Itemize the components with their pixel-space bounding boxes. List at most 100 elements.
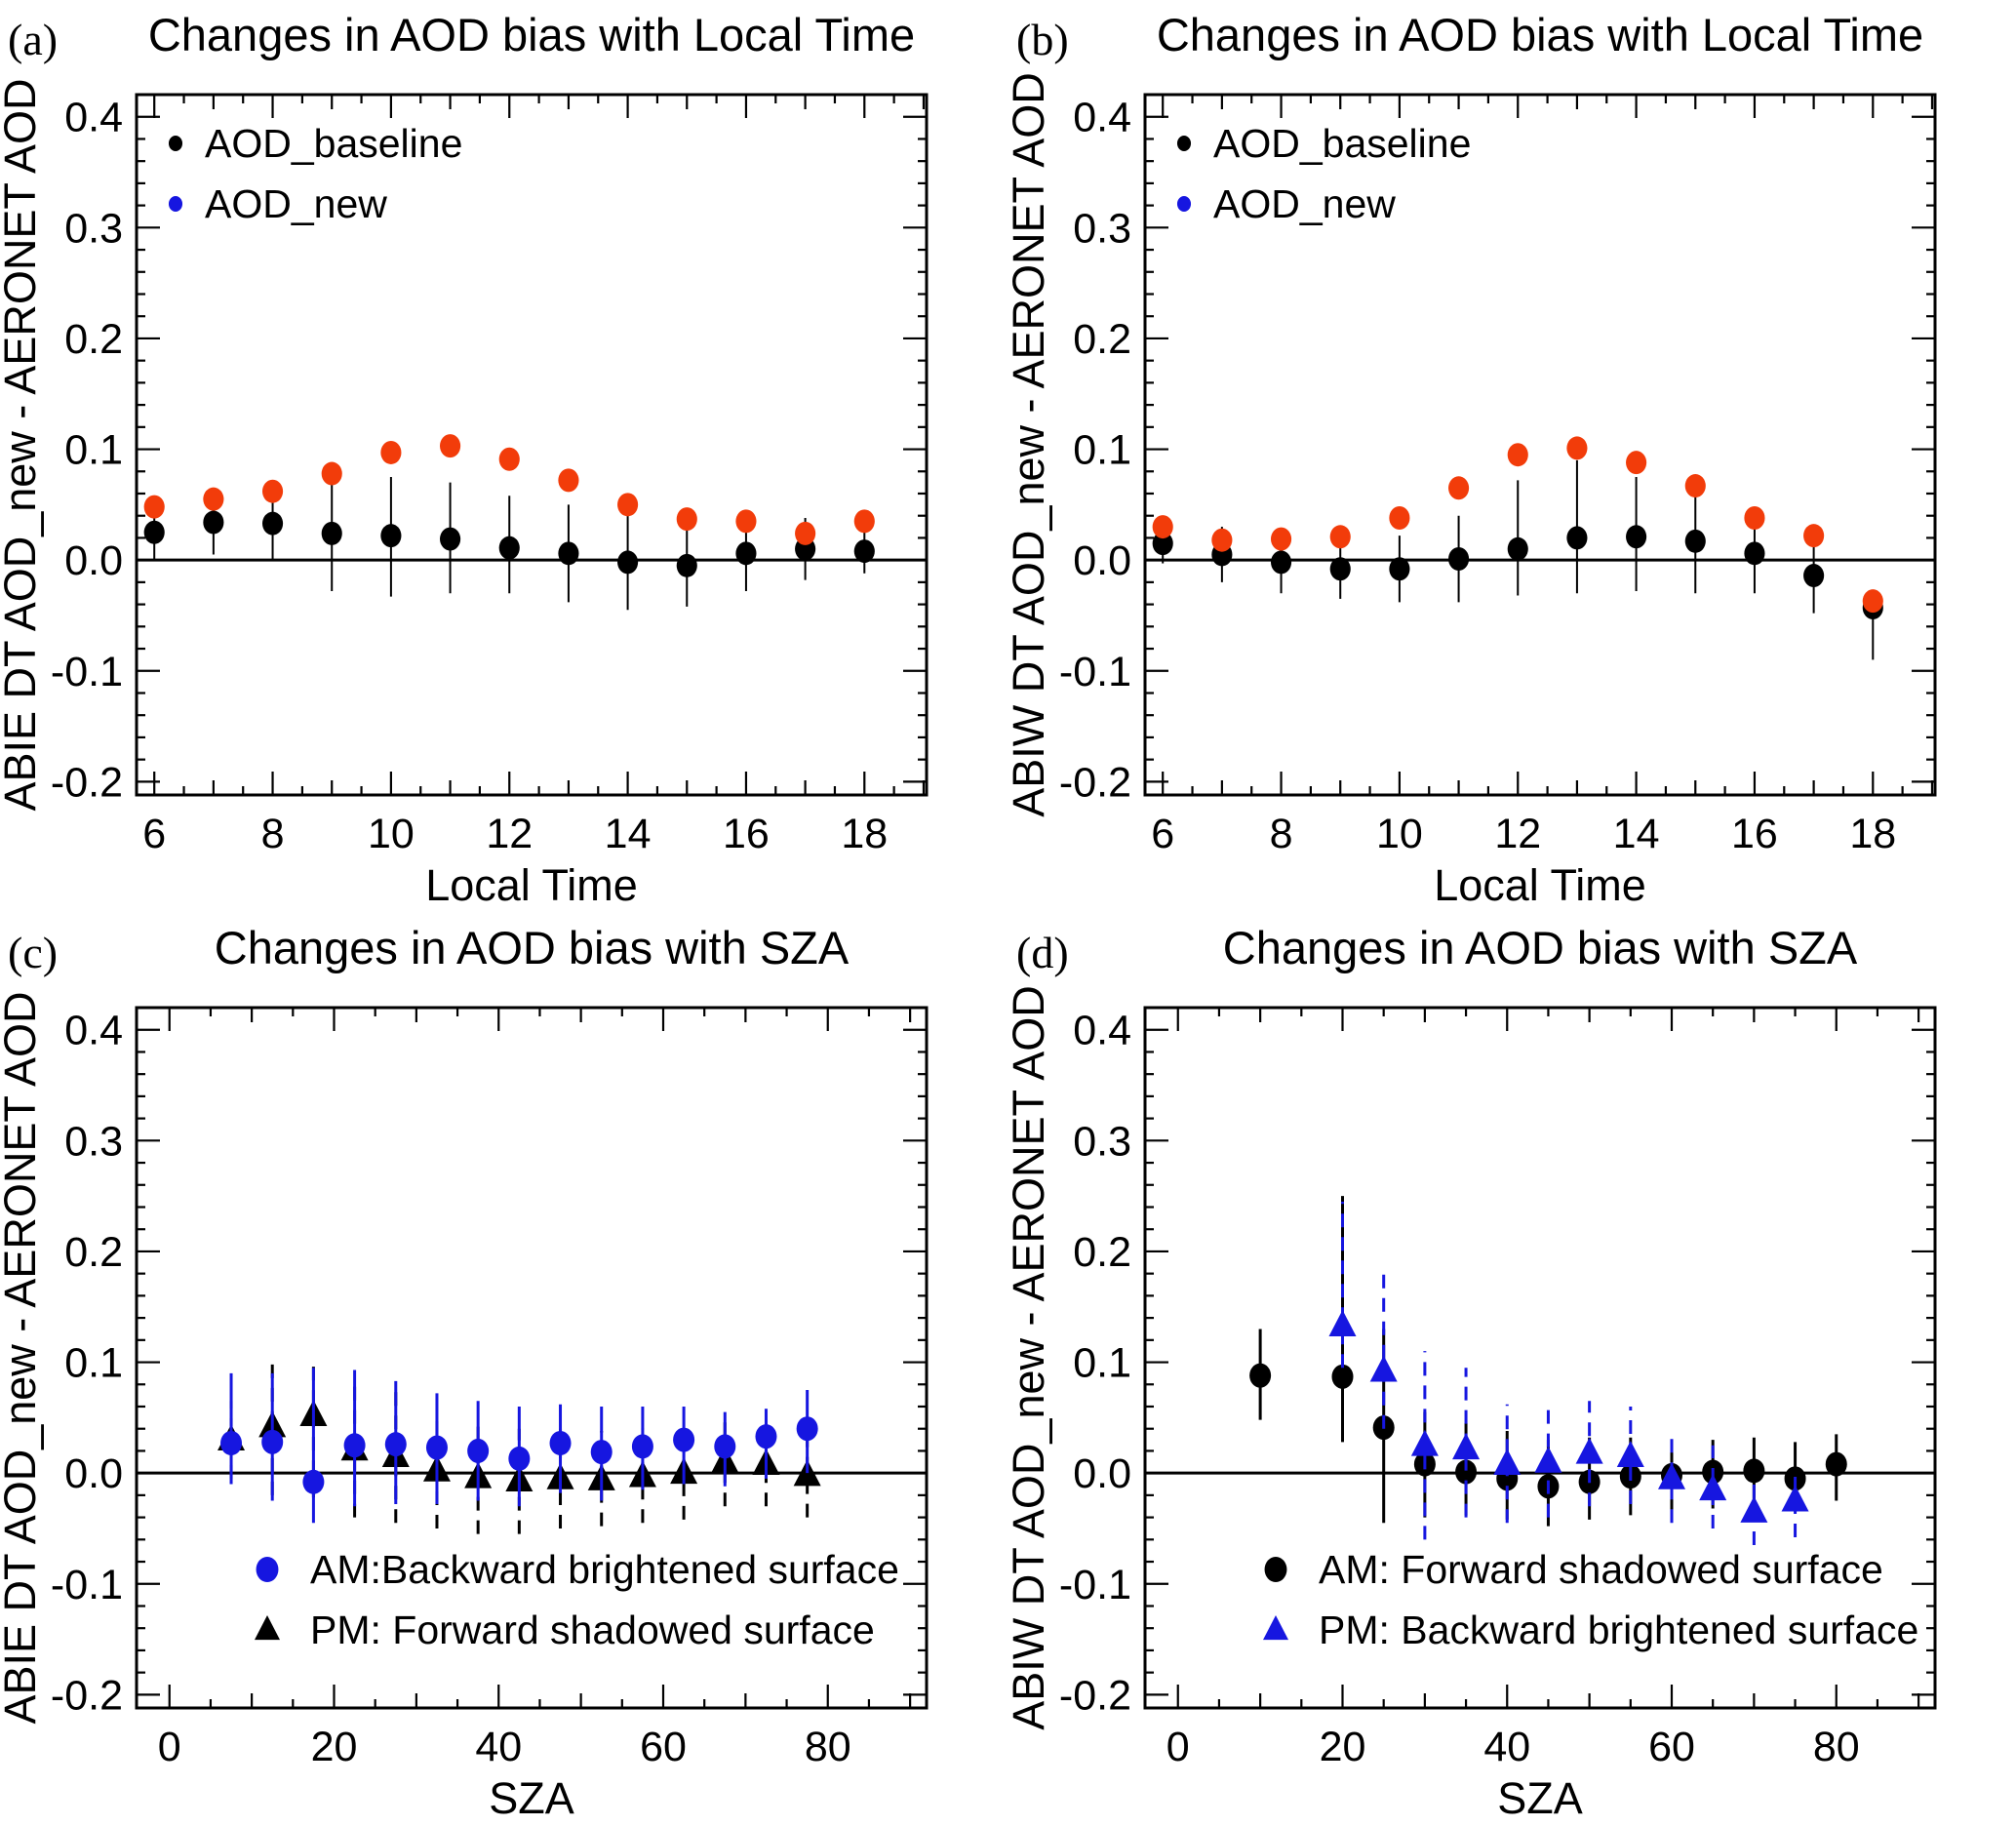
data-point [1803,564,1825,588]
y-tick-label: 0.1 [1073,1340,1131,1387]
series-aod-new [143,434,875,545]
x-tick-label: 80 [805,1724,851,1770]
data-point [676,553,697,577]
x-tick-label: 20 [1320,1724,1366,1770]
data-point [617,550,639,575]
legend: AM:Backward brightened surface PM: Forwar… [255,1547,899,1652]
y-tick-label: -0.1 [51,649,123,695]
y-tick-label: 0.1 [64,427,123,474]
y-tick-label: 0.2 [1073,1229,1131,1276]
data-point [143,520,165,544]
y-tick-label: 0.3 [1073,1118,1131,1165]
data-point [321,461,342,486]
data-point [1152,532,1173,556]
data-point [735,541,757,566]
x-tick-label: 40 [1483,1724,1530,1770]
series-aod-baseline [143,476,875,611]
data-point [795,521,816,545]
panel-tag: (b) [1016,15,1069,64]
y-tick-label: 0.0 [1073,1450,1131,1497]
y-tick-label: 0.0 [1073,537,1131,584]
triangle-legend-marker [1263,1615,1288,1641]
legend-label: AOD_baseline [1213,121,1471,166]
triangle-legend-marker [255,1615,280,1641]
data-point [498,447,520,471]
y-tick-label: 0.1 [64,1340,123,1387]
data-point [1575,1437,1603,1464]
data-point [1699,1474,1727,1501]
data-point [631,1434,653,1459]
data-point [1328,1310,1357,1336]
data-point [1270,527,1292,551]
circle-legend-marker [168,196,183,212]
x-tick-label: 16 [1731,811,1778,857]
data-point [1507,536,1528,561]
x-tick-label: 14 [1613,811,1660,857]
data-point [321,521,342,545]
data-point [1744,505,1765,530]
circle-legend-marker [1176,196,1192,212]
y-tick-label: 0.3 [1073,205,1131,252]
panel-a: (a) Changes in AOD bias with Local Time 6 8… [0,0,1008,913]
data-point [1389,557,1410,581]
data-point [617,493,639,517]
x-tick-label: 8 [1270,811,1293,857]
data-point [1684,474,1706,498]
y-tick-label: 0.4 [1073,95,1131,141]
y-tick-label: 0.2 [64,316,123,363]
data-point [1211,528,1233,552]
data-point [796,1416,818,1442]
x-tick-label: 8 [261,811,285,857]
y-tick-label: 0.2 [1073,316,1131,363]
x-tick-label: 60 [1648,1724,1695,1770]
data-point [676,507,697,532]
y-tick-label: 0.0 [64,537,123,584]
data-point [425,1435,448,1460]
data-point [1452,1433,1481,1460]
panel-a-chart: (a) Changes in AOD bias with Local Time 6 8… [0,9,929,910]
data-point [1825,1451,1847,1477]
legend-label: PM: Backward brightened surface [1319,1608,1918,1652]
panel-b-chart: (b) Changes in AOD bias with Local Time 6 8… [1008,9,1937,910]
series-am-backward-brightened-surface [220,1368,818,1524]
data-point [1270,550,1292,575]
data-point [1410,1429,1439,1456]
x-tick-label: 6 [1151,811,1174,857]
data-point [853,509,875,534]
data-point [590,1440,613,1465]
panel-c-chart: (c) Changes in AOD bias with SZA 0 20 40 60 80… [0,922,929,1823]
y-tick-label: 0.2 [64,1229,123,1276]
axis-ticks [1145,1006,1935,1708]
x-tick-label: 10 [368,811,415,857]
x-tick-label: 0 [1166,1724,1190,1770]
x-tick-label: 18 [841,811,888,857]
y-tick-label: 0.0 [64,1450,123,1497]
panel-tag: (a) [8,15,58,64]
series-am-forward-shadowed-surface [1249,1196,1847,1527]
data-point [1455,1459,1478,1485]
panel-c: (c) Changes in AOD bias with SZA 0 20 40 60 80… [0,913,1008,1826]
y-axis-label: ABIW DT AOD_new - AERONET AOD [1008,985,1053,1730]
x-tick-label: 10 [1376,811,1423,857]
panel-tag: (c) [8,928,58,977]
data-point [1448,476,1470,500]
plot-box [135,1006,929,1710]
x-tick-label: 12 [486,811,533,857]
data-point [755,1424,777,1449]
data-point [498,536,520,560]
y-axis-label: ABIW DT AOD_new - AERONET AOD [1008,72,1053,817]
legend-label: AM:Backward brightened surface [310,1547,899,1592]
legend: AOD_baseline AOD_new [168,121,462,226]
data-point [261,479,284,503]
data-point [1152,515,1173,539]
axis-ticks [137,1006,927,1708]
legend-label: AOD_new [205,181,387,226]
chart-title: Changes in AOD bias with SZA [1223,922,1858,973]
legend-label: PM: Forward shadowed surface [310,1608,875,1652]
y-tick-label: -0.1 [1059,1562,1131,1608]
y-tick-label: -0.1 [1059,649,1131,695]
y-tick-label: -0.2 [1059,1672,1131,1719]
axis-ticks [1145,93,1935,795]
chart-title: Changes in AOD bias with Local Time [148,9,915,60]
legend: AOD_baseline AOD_new [1176,121,1471,226]
